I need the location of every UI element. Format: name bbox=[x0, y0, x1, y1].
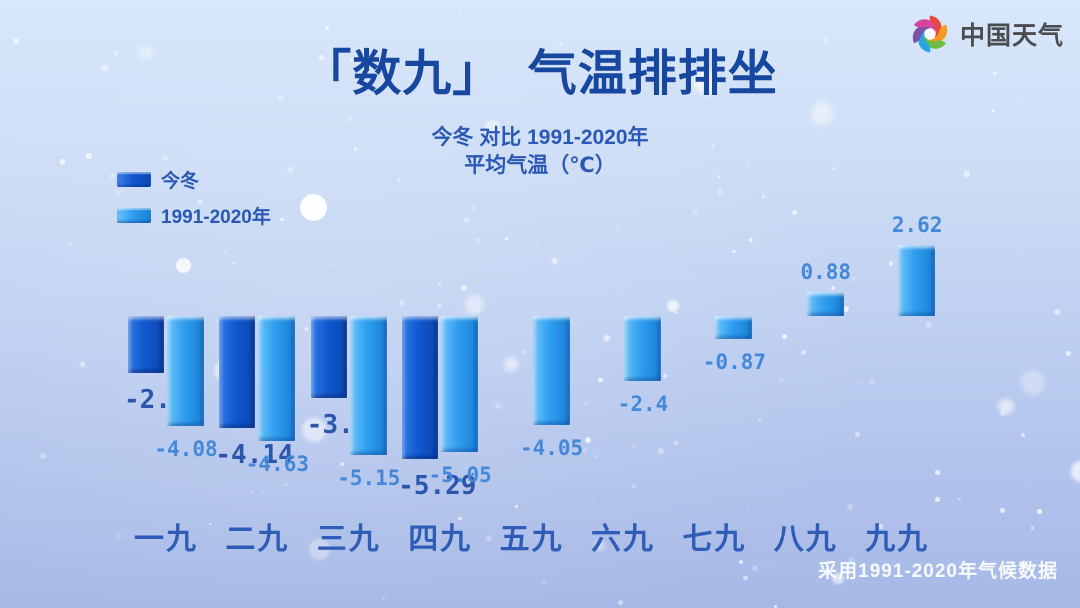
value-label-climate-avg-3: -5.15 bbox=[337, 466, 401, 491]
data-source-note: 采用1991-2020年气候数据 bbox=[818, 561, 1058, 582]
bar-climate-avg-4 bbox=[441, 316, 479, 453]
bar-this-winter-3 bbox=[310, 316, 347, 398]
brand-logo: 中国天气 bbox=[908, 12, 1064, 56]
bar-this-winter-4 bbox=[402, 316, 439, 459]
legend-item-this-winter: 今冬 bbox=[117, 166, 271, 193]
bar-climate-avg-9 bbox=[898, 245, 936, 316]
subtitle-line-1: 今冬 对比 1991-2020年 bbox=[431, 126, 649, 149]
value-label-climate-avg-7: -0.87 bbox=[702, 350, 766, 375]
x-axis-label-1: 一九 bbox=[134, 523, 198, 556]
x-axis-label-3: 三九 bbox=[316, 523, 381, 556]
bar-climate-avg-3 bbox=[349, 316, 387, 456]
value-label-climate-avg-4: -5.05 bbox=[428, 463, 492, 488]
x-axis-label-6: 六九 bbox=[591, 523, 655, 556]
value-label-climate-avg-8: 0.88 bbox=[800, 260, 852, 285]
bar-climate-avg-6 bbox=[624, 316, 661, 381]
bar-climate-avg-7 bbox=[715, 316, 753, 340]
x-axis-label-9: 九九 bbox=[865, 523, 930, 556]
chart-legend: 今冬 1991-2020年 bbox=[117, 166, 271, 238]
value-label-this-winter-2: -4.14 bbox=[215, 439, 294, 470]
value-label-climate-avg-5: -4.05 bbox=[519, 436, 584, 461]
bar-climate-avg-2 bbox=[258, 316, 296, 441]
bar-climate-avg-5 bbox=[532, 316, 570, 426]
value-label-climate-avg-6: -2.4 bbox=[617, 391, 669, 416]
bar-this-winter-2 bbox=[219, 316, 256, 428]
value-label-climate-avg-9: 2.62 bbox=[891, 213, 943, 238]
legend-swatch-this-winter bbox=[117, 172, 151, 187]
bar-climate-avg-8 bbox=[806, 292, 844, 316]
legend-item-climate-average: 1991-2020年 bbox=[117, 202, 271, 229]
legend-label-this-winter: 今冬 bbox=[161, 171, 200, 192]
x-axis-label-4: 四九 bbox=[408, 523, 473, 556]
x-axis-label-5: 五九 bbox=[499, 523, 564, 556]
value-label-climate-avg-1: -4.08 bbox=[154, 437, 218, 462]
subtitle-line-2: 平均气温（℃） bbox=[464, 153, 616, 177]
x-axis-label-2: 二九 bbox=[225, 523, 290, 556]
legend-label-climate-average: 1991-2020年 bbox=[161, 207, 271, 228]
brand-logo-text: 中国天气 bbox=[959, 22, 1064, 50]
value-label-this-winter-4: -5.29 bbox=[398, 470, 477, 501]
x-axis-label-8: 八九 bbox=[773, 523, 838, 556]
x-axis-label-7: 七九 bbox=[682, 523, 747, 556]
china-weather-swirl-icon bbox=[912, 15, 948, 53]
legend-swatch-climate-average bbox=[117, 208, 151, 223]
value-label-climate-avg-2: -4.63 bbox=[245, 452, 309, 476]
bar-this-winter-1 bbox=[128, 316, 164, 373]
bar-climate-avg-1 bbox=[167, 316, 204, 427]
